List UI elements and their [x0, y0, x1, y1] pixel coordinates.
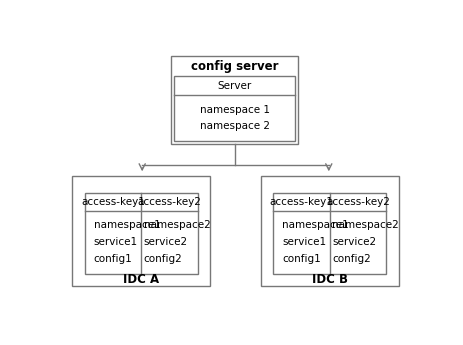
Bar — [261, 176, 399, 286]
Bar — [273, 193, 386, 274]
Text: namespace2
service2
config2: namespace2 service2 config2 — [332, 220, 399, 264]
Text: namespace1
service1
config1: namespace1 service1 config1 — [94, 220, 161, 264]
Bar — [175, 76, 295, 141]
Text: access-key1: access-key1 — [269, 197, 333, 207]
Text: config server: config server — [191, 60, 278, 73]
Text: namespace1
service1
config1: namespace1 service1 config1 — [282, 220, 349, 264]
Text: access-key1: access-key1 — [81, 197, 145, 207]
Bar — [72, 176, 210, 286]
Text: namespace 1
namespace 2: namespace 1 namespace 2 — [200, 106, 269, 131]
Text: IDC A: IDC A — [123, 273, 159, 286]
Bar — [85, 193, 198, 274]
Text: namespace2
service2
config2: namespace2 service2 config2 — [144, 220, 210, 264]
Text: IDC B: IDC B — [312, 273, 348, 286]
Text: Server: Server — [218, 81, 252, 91]
Bar — [171, 56, 298, 144]
Text: access-key2: access-key2 — [138, 197, 201, 207]
Text: access-key2: access-key2 — [326, 197, 390, 207]
